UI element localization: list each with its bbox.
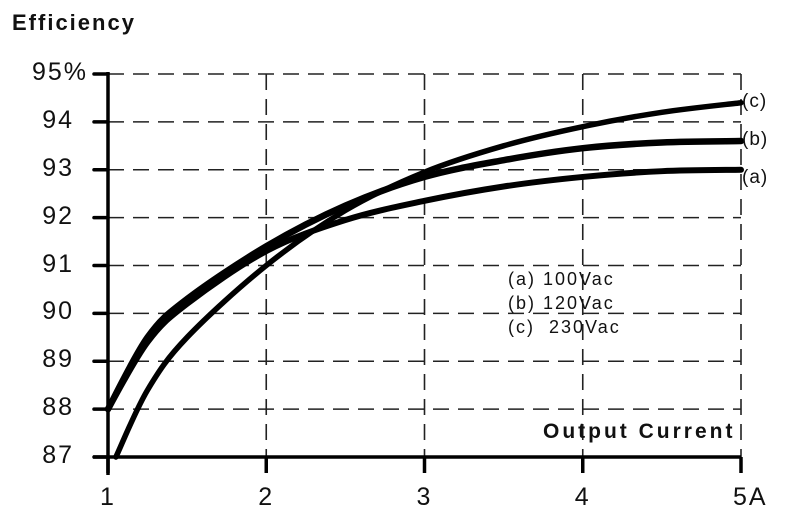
end-label-a: (a) (742, 166, 769, 188)
y-tick-label: 89 (42, 345, 74, 374)
x-tick-label: 3 (416, 483, 433, 511)
y-tick-label: 92 (42, 201, 74, 230)
x-tick-label: 4 (574, 483, 591, 511)
end-label-b: (b) (742, 129, 769, 151)
series-line-c (113, 99, 744, 460)
y-axis-title: Efficiency (12, 10, 136, 35)
series-line-a (105, 166, 744, 413)
x-tick-label: 5A (733, 483, 768, 511)
axes (92, 72, 743, 475)
y-tick-label: 90 (42, 297, 74, 326)
y-tick-label: 88 (42, 393, 74, 422)
y-tick-label: 91 (42, 249, 74, 278)
y-tick-label: 87 (42, 441, 74, 469)
y-tick-label: 93 (42, 153, 74, 182)
legend-item-b: (b) 120Vac (508, 293, 615, 313)
legend: (a) 100Vac (b) 120Vac (c) 230Vac (508, 267, 621, 339)
series-lines (104, 99, 745, 460)
y-tick-label: 95% (31, 58, 88, 86)
x-tick-label: 1 (100, 483, 116, 511)
legend-item-c: (c) 230Vac (508, 317, 621, 337)
end-label-c: (c) (742, 90, 768, 112)
x-axis-title: Output Current (543, 420, 736, 443)
grid-lines (108, 73, 742, 457)
legend-item-a: (a) 100Vac (508, 269, 615, 289)
x-tick-label: 2 (258, 483, 275, 511)
y-tick-label: 94 (42, 105, 74, 134)
